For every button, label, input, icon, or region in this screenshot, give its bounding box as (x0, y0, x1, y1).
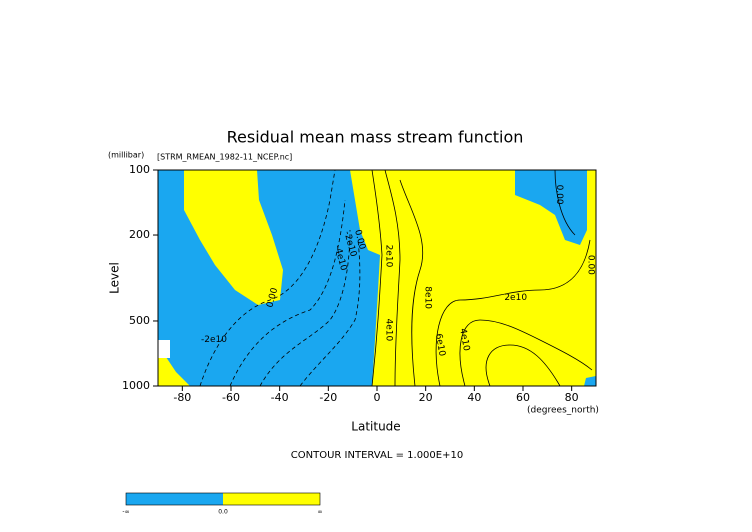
y-tick-label: 500 (129, 314, 150, 327)
y-units: (millibar) (108, 151, 144, 160)
subtitle: [STRM_RMEAN_1982-11_NCEP.nc] (157, 153, 292, 162)
y-tick-label: 200 (129, 228, 150, 241)
x-tick-label: 0 (374, 391, 381, 404)
contour-label: -2e10 (201, 335, 227, 345)
y-tick-label: 1000 (122, 379, 150, 392)
x-axis-label: Latitude (351, 420, 400, 434)
colorbar-label: 0.0 (218, 509, 228, 516)
filled-contours (158, 170, 596, 386)
colorbar-swatch (223, 493, 320, 505)
colorbar-label: ∞ (318, 509, 323, 516)
contour-label: 8e10 (423, 286, 433, 309)
colorbar-label: -∞ (122, 509, 129, 516)
contour-lines (199, 170, 593, 386)
y-axis-label: Level (108, 262, 122, 294)
x-tick-label: -40 (271, 391, 289, 404)
negative-region (515, 170, 596, 386)
x-tick-label: 60 (516, 391, 530, 404)
contour-label: 6e10 (433, 333, 447, 357)
colorbar-frame (125, 492, 321, 506)
x-tick-label: -60 (222, 391, 240, 404)
contour-label: 0.00 (586, 255, 596, 275)
chart-title: Residual mean mass stream function (227, 128, 524, 147)
x-tick-label: 20 (419, 391, 433, 404)
x-tick-label: -20 (319, 391, 337, 404)
x-tick-label: 80 (565, 391, 579, 404)
contour-interval: CONTOUR INTERVAL = 1.000E+10 (291, 450, 463, 461)
x-tick-label: 40 (467, 391, 481, 404)
colorbar-swatch (126, 493, 223, 505)
contour-label: 0.00 (554, 185, 564, 205)
missing-region (158, 340, 170, 358)
x-units: (degrees_north) (527, 406, 599, 416)
contour-label: 2e10 (504, 293, 527, 303)
x-tick-label: -80 (173, 391, 191, 404)
y-tick-label: 100 (129, 163, 150, 176)
contour-label: 4e10 (457, 328, 471, 352)
contour-label: 4e10 (384, 319, 394, 342)
contour-label: 2e10 (384, 245, 394, 268)
